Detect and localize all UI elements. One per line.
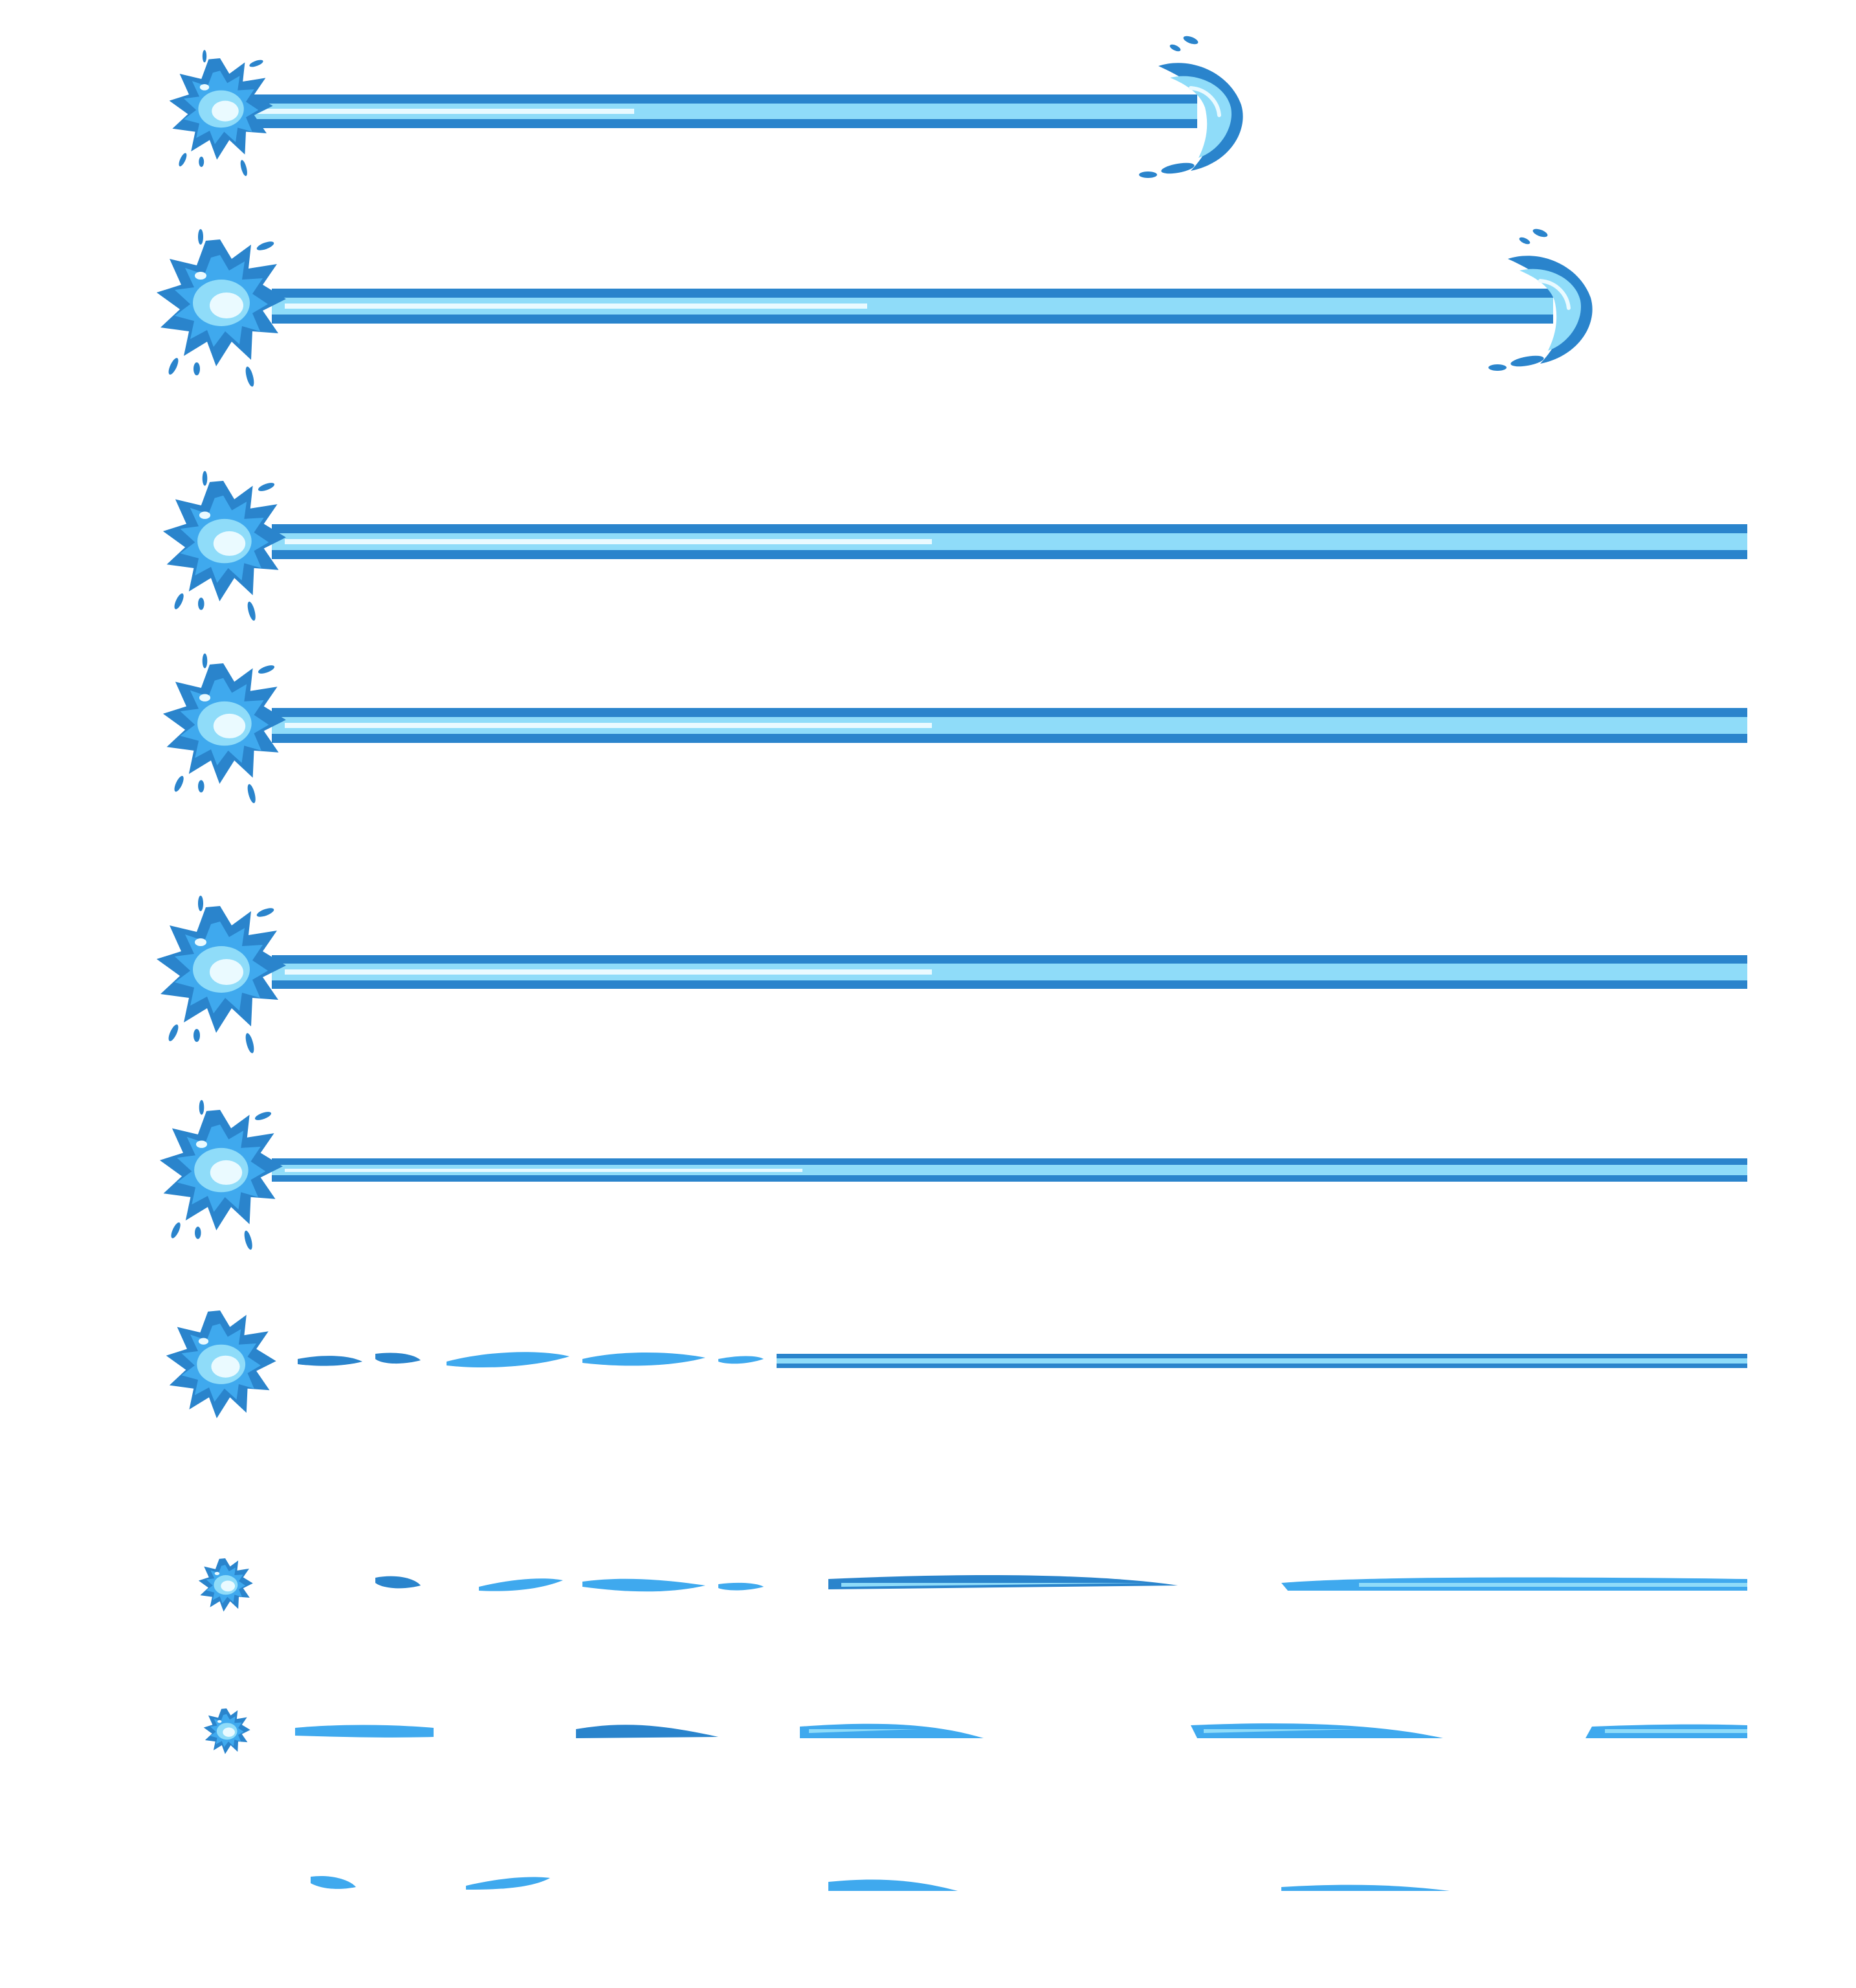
- beam-core: [285, 1169, 802, 1172]
- frame-7: [166, 1310, 1747, 1419]
- water-burst-icon: [169, 58, 273, 160]
- beam-fragment: [800, 1723, 984, 1738]
- frame-10: [311, 1875, 1450, 1891]
- beam-highlight: [777, 1358, 1747, 1364]
- beam-core: [285, 969, 932, 975]
- beam-fragment: [582, 1578, 705, 1592]
- beam-core: [285, 723, 932, 728]
- frame-5: [157, 896, 1747, 1054]
- beam-highlight: [272, 1165, 1747, 1175]
- beam-fragment: [576, 1725, 718, 1738]
- beam-core: [246, 109, 634, 114]
- frame-8: [198, 1558, 1747, 1612]
- beam-fragment: [375, 1576, 421, 1589]
- frame-9: [203, 1708, 1747, 1754]
- beam-fragment: [479, 1578, 563, 1591]
- beam-fragment: [466, 1877, 550, 1890]
- beam-fragment: [295, 1725, 434, 1738]
- water-burst-icon: [198, 1558, 253, 1612]
- beam-fragment: [828, 1575, 1178, 1589]
- beam-core: [285, 539, 932, 544]
- frame-3: [162, 470, 1747, 622]
- water-burst-icon: [159, 1110, 283, 1231]
- water-burst-icon: [166, 1310, 276, 1419]
- beam-fragment: [809, 1729, 919, 1733]
- beam-fragment: [1359, 1583, 1747, 1587]
- water-burst-icon: [162, 663, 286, 784]
- beam-fragment: [375, 1353, 421, 1364]
- beam-fragment: [1191, 1723, 1443, 1738]
- beam-fragment: [718, 1356, 764, 1364]
- beam-fragment: [841, 1583, 1152, 1587]
- beam-fragment: [447, 1352, 569, 1368]
- water-burst-icon: [203, 1708, 250, 1754]
- beam-fragment: [298, 1356, 362, 1366]
- beam-fragment: [828, 1879, 958, 1891]
- frame-6: [159, 1099, 1747, 1251]
- frame-1: [169, 34, 1243, 178]
- beam-fragment: [311, 1875, 356, 1889]
- frame-2: [157, 227, 1593, 388]
- water-burst-icon: [162, 481, 286, 602]
- water-burst-icon: [157, 906, 286, 1033]
- water-burst-icon: [157, 239, 286, 366]
- frame-4: [162, 653, 1747, 804]
- beam-fragment: [718, 1582, 764, 1591]
- beam-fragment: [1605, 1729, 1747, 1733]
- beam-core: [285, 304, 867, 309]
- beam-fragment: [582, 1353, 705, 1366]
- beam-fragment: [1281, 1884, 1450, 1891]
- beam-fragment: [1204, 1729, 1359, 1733]
